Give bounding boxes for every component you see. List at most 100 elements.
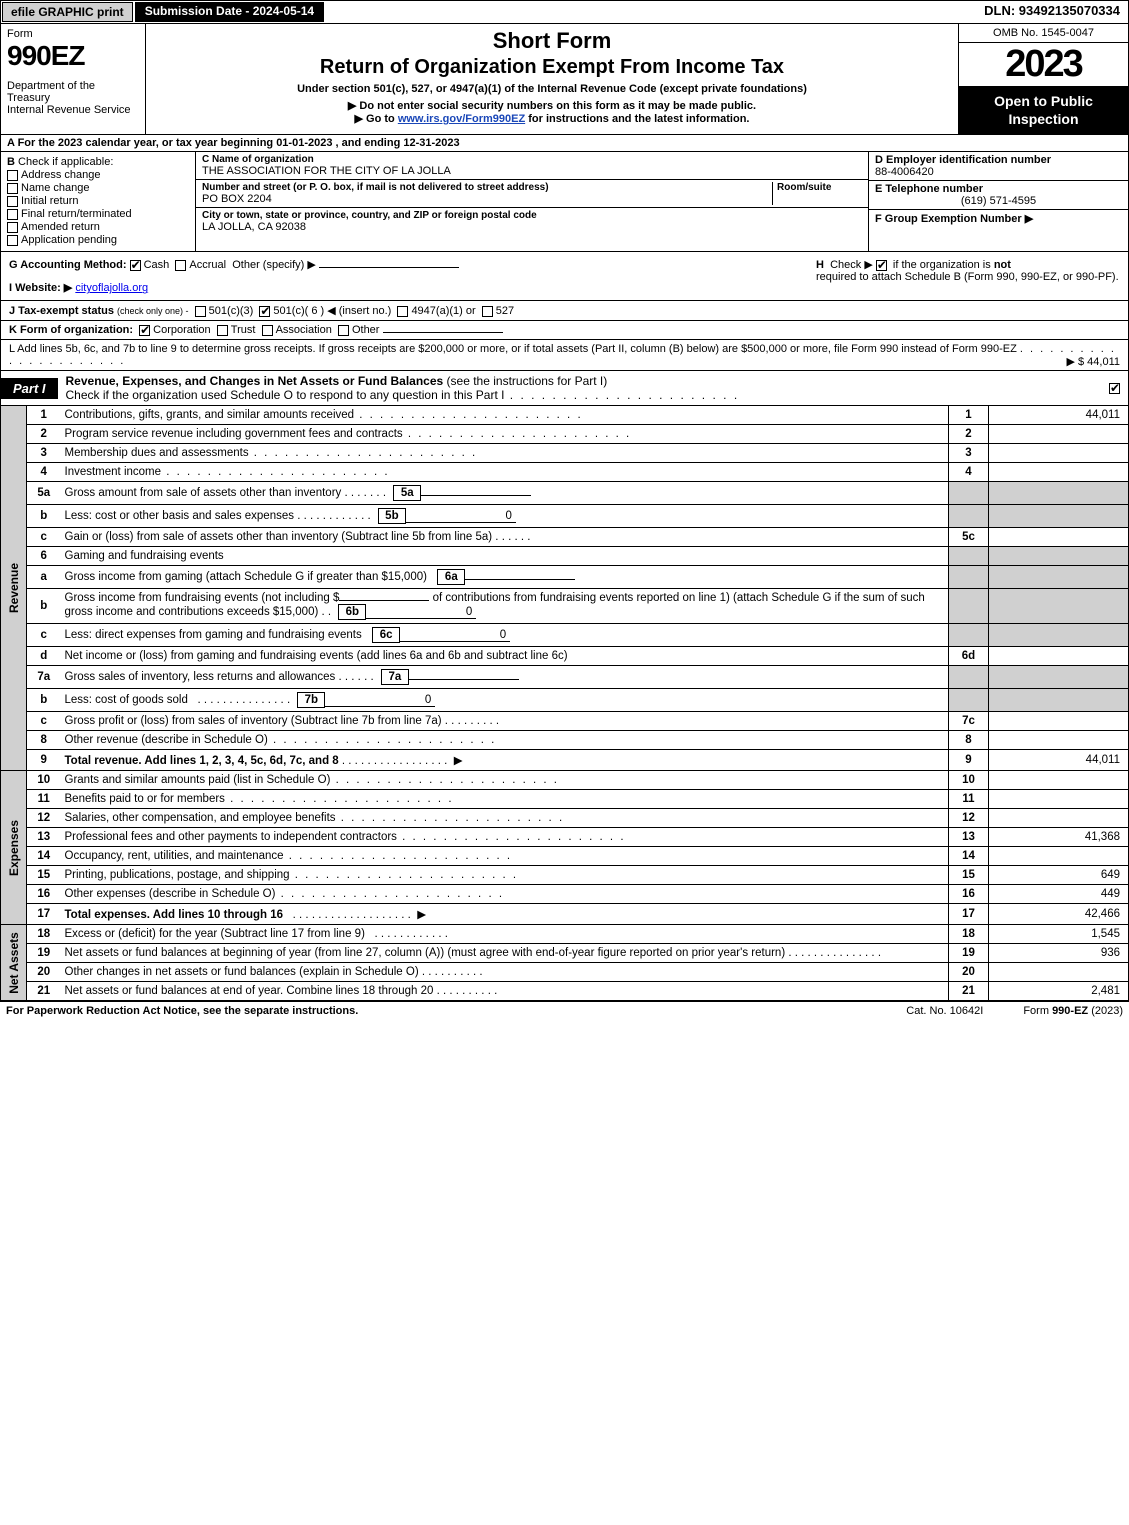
b-label: B (7, 156, 15, 168)
line-19-text: Net assets or fund balances at beginning… (65, 947, 786, 959)
open-to-public: Open to Public Inspection (959, 86, 1128, 134)
ein-cell: D Employer identification number 88-4006… (869, 152, 1128, 181)
line-3-text: Membership dues and assessments (65, 447, 249, 459)
cb-cash[interactable] (130, 260, 141, 271)
group-exempt-key: F Group Exemption Number ▶ (875, 213, 1033, 225)
col-d: D Employer identification number 88-4006… (868, 152, 1128, 251)
cb-name-change[interactable]: Name change (21, 182, 189, 194)
department: Department of the Treasury Internal Reve… (7, 80, 139, 116)
line-16-text: Other expenses (describe in Schedule O) (65, 888, 276, 900)
city-key: City or town, state or province, country… (202, 210, 862, 221)
i-label: I Website: ▶ (9, 282, 72, 294)
cb-501c3[interactable] (195, 306, 206, 317)
line-18-text: Excess or (deficit) for the year (Subtra… (65, 928, 365, 940)
irs-link[interactable]: www.irs.gov/Form990EZ (398, 113, 525, 125)
tax-year: 2023 (959, 43, 1128, 86)
h-check-text: Check ▶ (830, 259, 873, 271)
part1-tag: Part I (1, 378, 58, 399)
top-bar: efile GRAPHIC print Submission Date - 20… (0, 0, 1129, 24)
h-not: not (994, 259, 1011, 271)
city-cell: City or town, state or province, country… (196, 208, 868, 235)
phone-key: E Telephone number (875, 183, 1122, 195)
row-j: J Tax-exempt status (check only one) - 5… (0, 301, 1129, 321)
line-17-text: Total expenses. Add lines 10 through 16 (65, 909, 284, 921)
line-7b-text: Less: cost of goods sold (65, 694, 188, 706)
cb-address-change[interactable]: Address change (21, 169, 189, 181)
cb-amended-return[interactable]: Amended return (21, 221, 189, 233)
cb-other-org[interactable] (338, 325, 349, 336)
cb-initial-return[interactable]: Initial return (21, 195, 189, 207)
col-h: H Check ▶ if the organization is not req… (808, 252, 1128, 300)
cb-schedule-b[interactable] (876, 260, 887, 271)
website-link[interactable]: cityoflajolla.org (75, 282, 148, 294)
cb-501c[interactable] (259, 306, 270, 317)
line-6a-text: Gross income from gaming (attach Schedul… (65, 571, 427, 583)
cb-association[interactable] (262, 325, 273, 336)
row-l: L Add lines 5b, 6c, and 7b to line 9 to … (0, 340, 1129, 371)
lines-table: Revenue 1Contributions, gifts, grants, a… (0, 406, 1129, 1001)
l-amount: ▶ $ 44,011 (1066, 355, 1120, 368)
form-word: Form (7, 28, 139, 40)
line-6d-text: Net income or (loss) from gaming and fun… (65, 650, 568, 662)
h-text2: if the organization is (893, 259, 991, 271)
org-name-key: C Name of organization (202, 154, 862, 165)
cb-application-pending[interactable]: Application pending (21, 234, 189, 246)
cb-corporation[interactable] (139, 325, 150, 336)
dln-label: DLN: 93492135070334 (976, 1, 1128, 23)
line-7c-text: Gross profit or (loss) from sales of inv… (65, 715, 442, 727)
section-netassets: Net Assets (7, 932, 21, 994)
room-key: Room/suite (772, 182, 862, 205)
line-5a-text: Gross amount from sale of assets other t… (65, 487, 342, 499)
ssn-warning: ▶ Do not enter social security numbers o… (154, 99, 950, 112)
part1-title: Revenue, Expenses, and Changes in Net As… (66, 374, 444, 388)
goto-pre: ▶ Go to (355, 113, 398, 125)
org-name-cell: C Name of organization THE ASSOCIATION F… (196, 152, 868, 180)
section-expenses: Expenses (7, 820, 21, 876)
line-1-text: Contributions, gifts, grants, and simila… (65, 409, 355, 421)
line-1-val: 44,011 (989, 406, 1129, 425)
group-exempt-cell: F Group Exemption Number ▶ (869, 210, 1128, 227)
org-info-block: B Check if applicable: Address change Na… (0, 152, 1129, 252)
line-12-text: Salaries, other compensation, and employ… (65, 812, 336, 824)
street-value: PO BOX 2204 (202, 193, 772, 205)
h-text3: required to attach Schedule B (Form 990,… (816, 271, 1119, 283)
g-label: G Accounting Method: (9, 259, 127, 271)
col-b: B Check if applicable: Address change Na… (1, 152, 196, 251)
goto-post: for instructions and the latest informat… (525, 113, 749, 125)
form-number: 990EZ (7, 40, 139, 72)
part1-paren: (see the instructions for Part I) (447, 374, 608, 388)
col-c: C Name of organization THE ASSOCIATION F… (196, 152, 868, 251)
row-a-calendar-year: A For the 2023 calendar year, or tax yea… (0, 135, 1129, 152)
cb-accrual[interactable] (175, 260, 186, 271)
cb-schedule-o[interactable] (1109, 383, 1120, 394)
j-label: J Tax-exempt status (9, 305, 114, 317)
part1-title-wrap: Revenue, Expenses, and Changes in Net As… (58, 371, 748, 405)
phone-cell: E Telephone number (619) 571-4595 (869, 181, 1128, 210)
part1-header: Part I Revenue, Expenses, and Changes in… (0, 371, 1129, 406)
cb-final-return[interactable]: Final return/terminated (21, 208, 189, 220)
line-13-text: Professional fees and other payments to … (65, 831, 397, 843)
cb-527[interactable] (482, 306, 493, 317)
cb-4947[interactable] (397, 306, 408, 317)
footer-form: Form 990-EZ (2023) (1023, 1005, 1123, 1017)
street-key: Number and street (or P. O. box, if mail… (202, 182, 772, 193)
line-6b-pre: Gross income from fundraising events (no… (65, 592, 340, 604)
efile-print-button[interactable]: efile GRAPHIC print (2, 2, 133, 22)
b-text: Check if applicable: (18, 156, 113, 168)
line-8-text: Other revenue (describe in Schedule O) (65, 734, 268, 746)
line-7a-text: Gross sales of inventory, less returns a… (65, 671, 336, 683)
k-label: K Form of organization: (9, 324, 133, 336)
ein-key: D Employer identification number (875, 154, 1122, 166)
omb-number: OMB No. 1545-0047 (959, 24, 1128, 43)
header-right: OMB No. 1545-0047 2023 Open to Public In… (958, 24, 1128, 134)
line-15-text: Printing, publications, postage, and shi… (65, 869, 290, 881)
page-footer: For Paperwork Reduction Act Notice, see … (0, 1001, 1129, 1020)
ein-value: 88-4006420 (875, 166, 1122, 178)
phone-value: (619) 571-4595 (875, 195, 1122, 207)
line-11-text: Benefits paid to or for members (65, 793, 225, 805)
line-14-text: Occupancy, rent, utilities, and maintena… (65, 850, 284, 862)
part1-check: Check if the organization used Schedule … (66, 388, 505, 402)
cb-trust[interactable] (217, 325, 228, 336)
header-left: Form 990EZ Department of the Treasury In… (1, 24, 146, 134)
j-sub: (check only one) - (117, 306, 189, 316)
